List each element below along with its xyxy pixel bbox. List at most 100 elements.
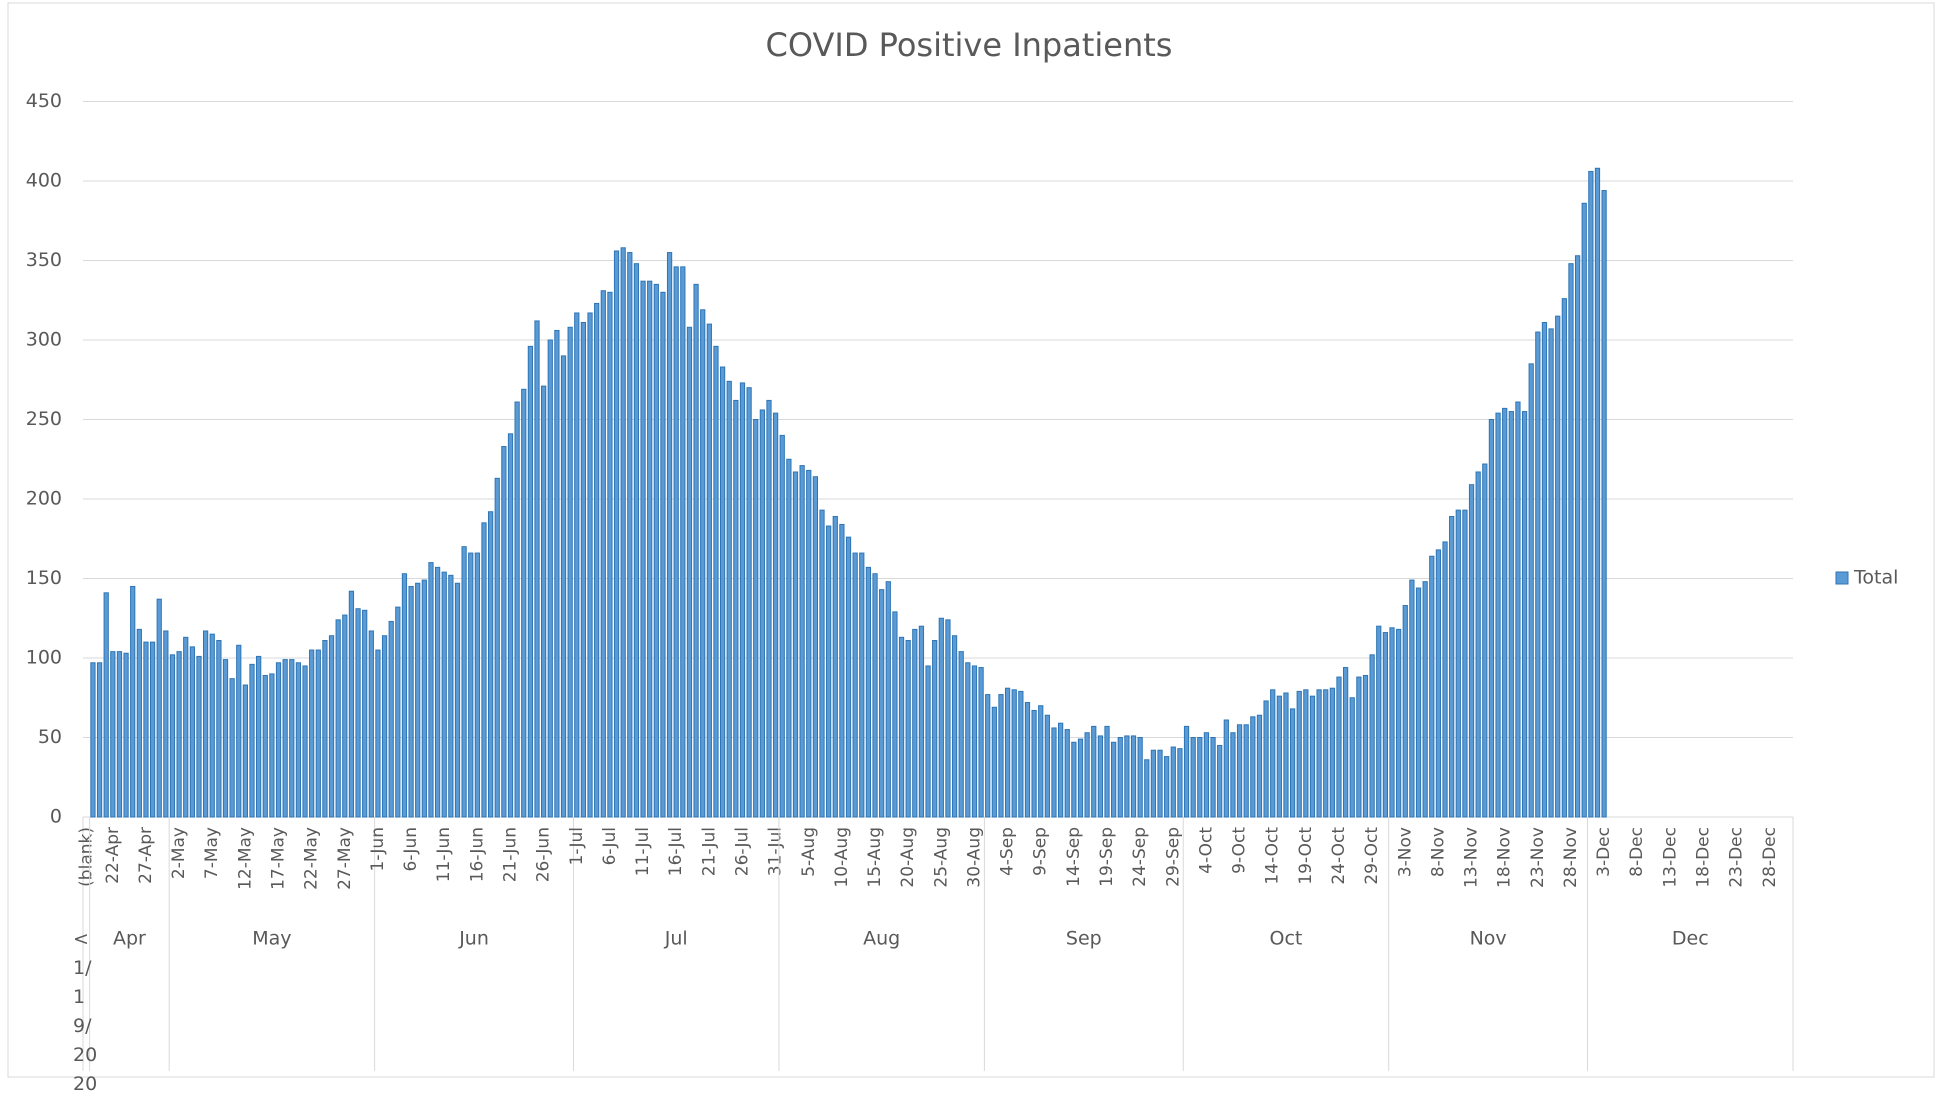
bar	[1555, 315, 1561, 818]
bar	[1495, 412, 1501, 818]
y-tick-label: 50	[38, 726, 62, 748]
bar	[1051, 727, 1057, 818]
group-label: Nov	[1470, 928, 1507, 950]
bar	[1349, 697, 1355, 818]
bar	[348, 590, 355, 818]
x-tick-label: 8-Nov	[1428, 827, 1448, 877]
group-label: May	[252, 928, 291, 950]
y-tick-label: 0	[50, 806, 62, 828]
x-tick-label: 1-Jul	[567, 827, 587, 865]
x-tick-label: 2-May	[169, 827, 189, 879]
bar	[554, 329, 560, 818]
bar	[580, 322, 587, 818]
bar	[653, 283, 659, 818]
x-tick-label: 1-Jun	[368, 827, 388, 871]
bar	[1130, 735, 1137, 818]
bar	[892, 611, 898, 818]
bar	[1111, 741, 1117, 818]
bar	[826, 525, 832, 818]
bar	[1528, 363, 1534, 818]
bar	[1382, 632, 1389, 818]
bar	[1309, 695, 1316, 818]
bar	[1303, 689, 1309, 818]
bar	[1342, 667, 1349, 818]
bar	[1004, 687, 1011, 818]
bar	[242, 684, 249, 818]
bar	[865, 566, 872, 818]
bar	[1197, 737, 1203, 818]
x-tick-label: 19-Sep	[1097, 827, 1117, 887]
bar	[1588, 170, 1594, 818]
bar	[613, 250, 620, 818]
bar	[1104, 725, 1110, 818]
x-tick-label: 30-Aug	[964, 827, 984, 888]
bar	[1462, 509, 1468, 818]
bar	[507, 433, 514, 818]
bar	[309, 649, 315, 818]
bar	[1435, 549, 1442, 818]
x-tick-label: 10-Aug	[832, 827, 852, 888]
bar	[1210, 737, 1216, 818]
bar	[156, 598, 162, 818]
bar	[932, 640, 938, 818]
x-tick-label: 22-May	[302, 827, 322, 890]
bar	[607, 291, 613, 818]
bar	[905, 640, 911, 818]
bar	[501, 446, 507, 818]
bar	[1574, 255, 1581, 818]
bar	[1389, 627, 1395, 818]
bar	[726, 380, 732, 818]
x-tick-label: 7-May	[202, 827, 222, 879]
bar	[627, 252, 633, 818]
bar	[1223, 719, 1229, 818]
bar	[1409, 579, 1415, 818]
bar	[885, 581, 891, 818]
chart-border	[7, 2, 1935, 1078]
bar	[978, 667, 984, 818]
x-tick-label: 13-Dec	[1660, 827, 1680, 888]
bar	[938, 617, 944, 818]
x-tick-label: 18-Dec	[1694, 827, 1714, 888]
bar	[474, 552, 480, 818]
bar	[806, 469, 812, 818]
group-label: Dec	[1672, 928, 1709, 950]
x-tick-label: 9-Sep	[1031, 827, 1051, 876]
bar	[335, 619, 341, 818]
bar	[547, 339, 553, 818]
bar	[1535, 331, 1541, 818]
bar	[1396, 628, 1402, 818]
bar	[859, 552, 865, 818]
bar	[189, 646, 195, 818]
bar	[395, 606, 401, 818]
x-tick-label: 21-Jun	[501, 827, 521, 882]
bar	[574, 312, 580, 818]
bar	[766, 399, 772, 818]
x-tick-label: 18-Nov	[1495, 827, 1515, 888]
bar	[772, 412, 779, 818]
bar	[96, 662, 103, 818]
bar	[468, 552, 474, 818]
x-tick-label: 16-Jun	[467, 827, 487, 882]
bar	[110, 651, 116, 818]
bar	[1064, 729, 1070, 818]
x-tick-label: 6-Jun	[401, 827, 421, 871]
bar	[514, 401, 520, 818]
bar	[90, 662, 96, 818]
bar	[1203, 732, 1210, 818]
bar	[289, 659, 295, 818]
bar	[1283, 692, 1289, 818]
bar	[236, 644, 242, 818]
bar	[1502, 407, 1508, 818]
bar	[845, 536, 852, 818]
bar	[143, 641, 149, 818]
bar	[1137, 737, 1143, 818]
bar	[673, 266, 679, 818]
bar	[1270, 689, 1276, 818]
bar	[958, 651, 964, 818]
bar	[487, 511, 494, 818]
x-tick-label: 26-Jul	[732, 827, 752, 876]
bar	[647, 280, 653, 818]
x-tick-label: 16-Jul	[666, 827, 686, 876]
x-tick-label: 19-Oct	[1296, 827, 1316, 885]
bar	[169, 654, 176, 818]
